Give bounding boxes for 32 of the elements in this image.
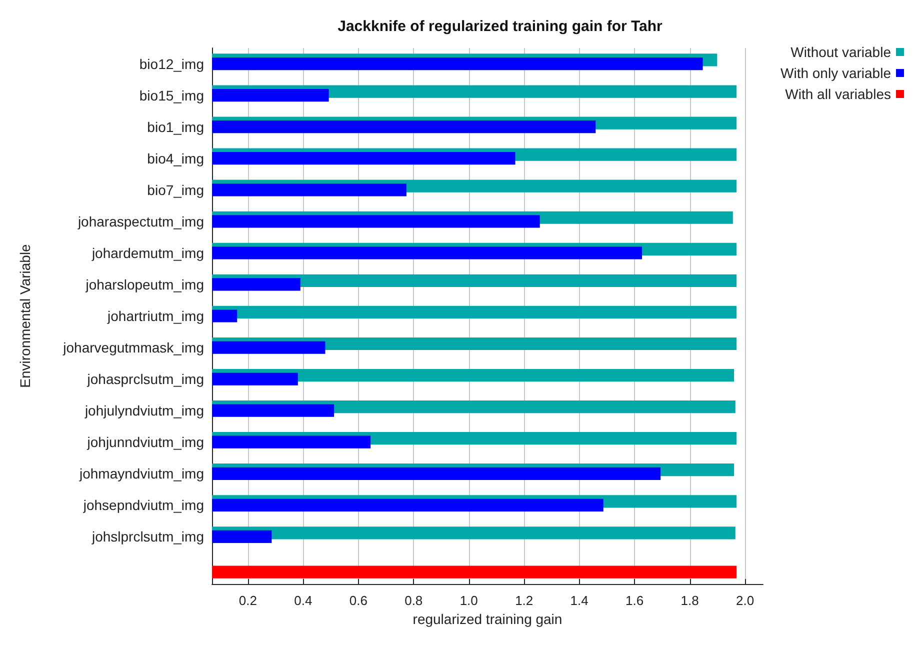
x-tick-label: 0.8 — [404, 593, 423, 608]
x-tick-label: 0.2 — [238, 593, 257, 608]
legend-label: With only variable — [780, 65, 892, 81]
y-tick-label: johartriutm_img — [106, 308, 204, 324]
y-tick-label: joharslopeutm_img — [84, 276, 204, 292]
legend-label: Without variable — [790, 44, 892, 60]
y-tick-label: bio12_img — [139, 56, 204, 72]
chart-title: Jackknife of regularized training gain for Tahr — [338, 18, 663, 35]
y-tick-label: joharvegutmmask_img — [62, 340, 204, 356]
y-tick-label: johardemutm_img — [90, 244, 204, 261]
y-tick-label: johjulyndviutm_img — [84, 402, 204, 419]
y-tick-label: bio1_img — [147, 118, 204, 135]
x-tick-label: 1.2 — [515, 593, 534, 608]
y-tick-label: bio7_img — [147, 182, 204, 198]
y-tick-label: bio15_img — [139, 87, 204, 104]
y-tick-label: johmayndviutm_img — [78, 466, 204, 482]
y-tick-label: johasprclsutm_img — [86, 371, 204, 388]
y-tick-label: johjunndviutm_img — [86, 434, 204, 450]
y-tick-label: johslprclsutm_img — [90, 528, 204, 545]
y-tick-label: bio4_img — [147, 150, 204, 166]
x-tick-label: 1.4 — [570, 593, 588, 608]
y-axis-title: Environmental Variable — [17, 244, 33, 388]
y-tick-label: joharaspectutm_img — [76, 213, 204, 230]
x-tick-label: 1.6 — [626, 593, 644, 608]
x-tick-label: 0.6 — [349, 593, 368, 608]
x-axis-title: regularized training gain — [412, 611, 562, 627]
x-tick-label: 2.0 — [736, 593, 754, 608]
x-tick-label: 1.8 — [680, 593, 699, 608]
x-tick-label: 0.4 — [294, 593, 312, 608]
y-tick-label: johsepndviutm_img — [82, 497, 204, 514]
legend-label: With all variables — [785, 86, 891, 102]
x-tick-label: 1.0 — [460, 593, 478, 608]
